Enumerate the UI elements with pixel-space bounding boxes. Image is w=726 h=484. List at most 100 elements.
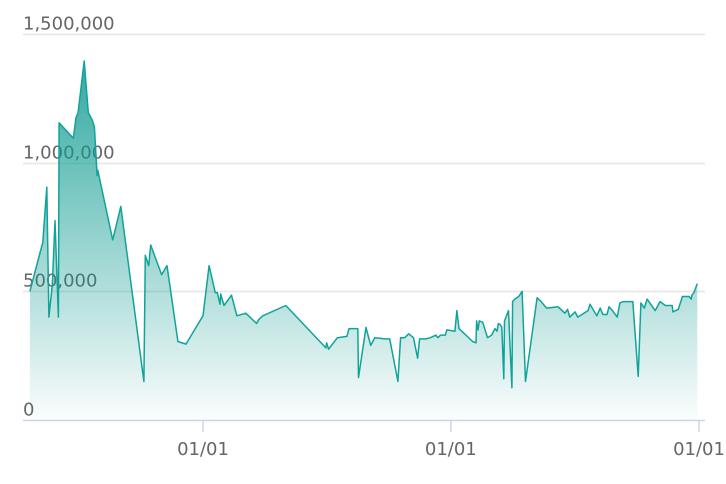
data-point (504, 320, 506, 322)
data-point (678, 309, 680, 311)
data-point (437, 337, 439, 339)
data-point (569, 316, 571, 318)
data-point (632, 301, 634, 303)
data-point (208, 265, 210, 267)
data-point (691, 294, 693, 296)
data-point (389, 338, 391, 340)
data-point (258, 319, 260, 321)
data-point (637, 376, 639, 378)
data-point (46, 186, 48, 188)
data-point (567, 309, 569, 311)
data-point (688, 296, 690, 298)
data-point (214, 292, 216, 294)
data-point (357, 328, 359, 330)
data-point (145, 255, 147, 257)
data-point (458, 328, 460, 330)
data-point (672, 311, 674, 313)
data-point (112, 239, 114, 241)
data-point (326, 342, 328, 344)
data-point (365, 327, 367, 329)
data-point (574, 311, 576, 313)
area-fill (29, 61, 698, 420)
data-point (419, 338, 421, 340)
data-point (150, 244, 152, 246)
data-point (92, 119, 94, 121)
data-point (479, 320, 481, 322)
data-point (511, 387, 513, 389)
data-point (500, 324, 502, 326)
data-point (397, 381, 399, 383)
data-point (623, 301, 625, 303)
data-point (202, 315, 204, 317)
data-point (525, 381, 527, 383)
data-point (177, 341, 179, 343)
data-point (659, 301, 661, 303)
data-point (501, 327, 503, 329)
data-point (96, 175, 98, 177)
data-point (256, 323, 258, 325)
data-point (417, 357, 419, 359)
data-point (577, 316, 579, 318)
data-point (512, 301, 514, 303)
data-point (29, 291, 31, 293)
data-point (690, 298, 692, 300)
y-tick-label: 1,500,000 (23, 14, 115, 35)
data-point (587, 310, 589, 312)
data-point (185, 343, 187, 345)
data-point (413, 337, 415, 339)
data-point (400, 337, 402, 339)
x-tick-label: 01/01 (673, 439, 725, 460)
data-point (491, 334, 493, 336)
data-point (477, 329, 479, 331)
data-point (697, 283, 699, 285)
data-point (48, 316, 50, 318)
data-point (97, 170, 99, 172)
data-point (521, 291, 523, 293)
data-point (536, 297, 538, 299)
data-point (148, 265, 150, 267)
data-point (236, 315, 238, 317)
gridlines (23, 33, 705, 293)
data-point (262, 315, 264, 317)
data-point (564, 312, 566, 314)
data-point (619, 302, 621, 304)
data-point (54, 220, 56, 222)
data-point (482, 321, 484, 323)
data-point (120, 206, 122, 208)
data-point (325, 347, 327, 349)
data-point (476, 320, 478, 322)
data-point (42, 242, 44, 244)
data-point (346, 336, 348, 338)
data-point (161, 274, 163, 276)
data-point (425, 338, 427, 340)
data-point (508, 310, 510, 312)
data-point (557, 306, 559, 308)
data-point (348, 328, 350, 330)
x-tick-label: 01/01 (425, 439, 477, 460)
data-point (435, 334, 437, 336)
data-point (498, 323, 500, 325)
data-point (75, 117, 77, 119)
data-point (627, 301, 629, 303)
data-point (644, 307, 646, 309)
data-point (654, 310, 656, 312)
data-point (616, 316, 618, 318)
data-point (166, 265, 168, 267)
data-point (83, 60, 85, 62)
data-point (404, 337, 406, 339)
data-point (370, 345, 372, 347)
data-point (456, 310, 458, 312)
data-point (546, 307, 548, 309)
series-line (29, 60, 699, 389)
y-tick-label: 0 (23, 400, 34, 421)
data-point (487, 337, 489, 339)
data-point (408, 333, 410, 335)
data-point (430, 337, 432, 339)
data-point (77, 112, 79, 114)
data-point (217, 292, 219, 294)
data-point (374, 337, 376, 339)
data-point (384, 338, 386, 340)
data-point (94, 126, 96, 128)
data-point (358, 377, 360, 379)
data-point (446, 329, 448, 331)
